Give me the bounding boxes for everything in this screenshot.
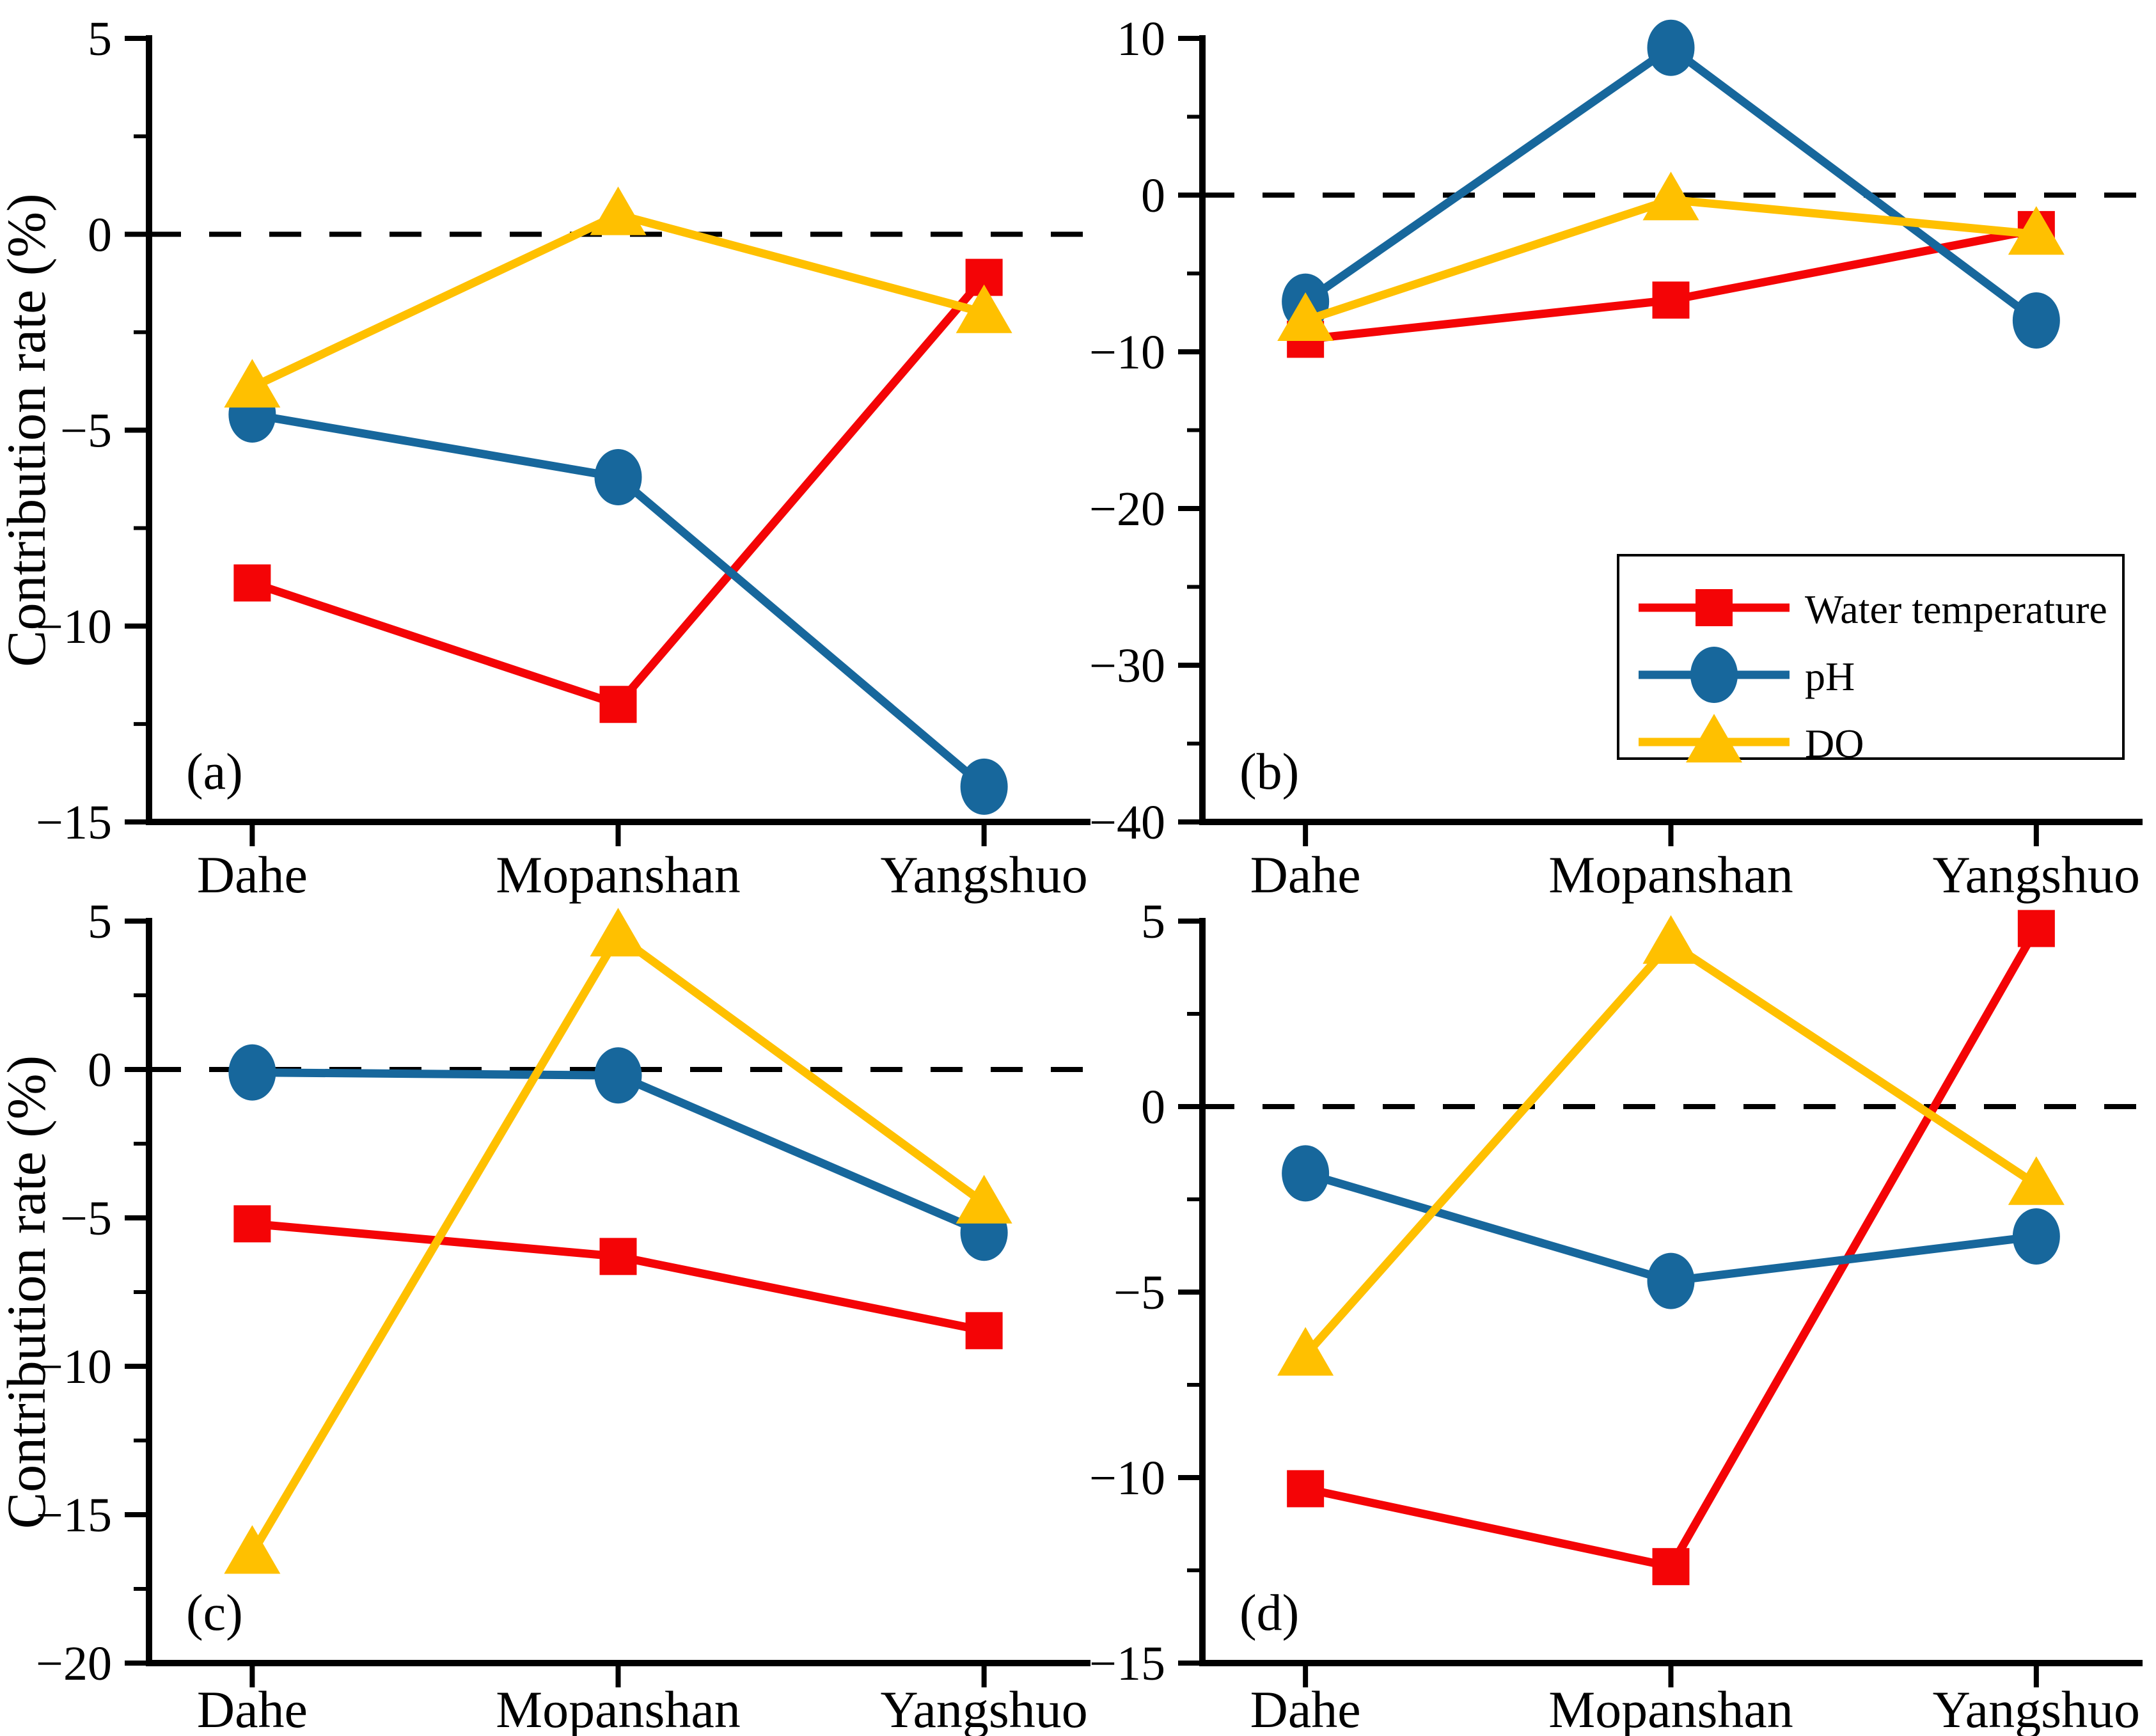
y-tick-label: −10 [36,600,112,654]
legend-label-water-temperature: Water temperature [1805,587,2107,632]
axes [146,918,1090,1666]
panel-c: 5 0 −5 −10 −15 −20 Dahe Mopanshan Yangshuo (c) Con… [0,895,1090,1736]
y-tick-label: 0 [1141,169,1165,223]
y-tick-label: 5 [88,895,112,949]
x-tick-label-dahe: Dahe [1250,1680,1361,1736]
series-marker-do [1642,915,1699,964]
series-marker-do [224,1525,281,1574]
y-tick-label: −15 [36,796,112,849]
series-marker-ph [228,1044,276,1101]
legend-marker-water-temperature-square-icon [1696,589,1733,626]
panel-letter: (a) [186,744,243,800]
series-marker-water-temperature [599,686,637,723]
series-marker-ph [1647,1252,1695,1309]
series-marker-water-temperature [1652,281,1690,319]
series-marker-do [224,359,281,408]
series-line-do [250,210,986,391]
x-tick-label-dahe: Dahe [197,846,308,904]
x-tick-label-mopanshan: Mopanshan [496,1680,741,1736]
series-marker-water-temperature [233,1205,271,1243]
x-tick-label-dahe: Dahe [197,1680,308,1736]
legend-box [1617,554,2125,760]
series-marker-do [1642,171,1699,221]
panel-letter: (b) [1239,744,1299,800]
series-marker-do [590,908,647,957]
x-tick-label-yangshuo: Yangshuo [1933,1680,2140,1736]
legend: Water temperature pH DO [1617,554,2125,766]
y-tick-label: 0 [88,1043,112,1097]
panel-letter: (c) [186,1585,243,1641]
legend-label-do: DO [1805,721,1864,766]
series-marker-do [956,1174,1012,1224]
panel-d: 5 0 −5 −10 −15 Dahe Mopanshan Yangshuo (d) [1089,895,2143,1736]
y-tick-label: −5 [60,404,112,458]
series-marker-ph [594,449,642,505]
series-marker-ph [960,758,1008,815]
y-axis-title: Contribution rate (%) [0,1055,57,1529]
series-marker-ph [594,1047,642,1104]
series-marker-ph [2012,292,2060,349]
y-tick-label: −40 [1089,796,1165,849]
series-marker-water-temperature [233,564,271,602]
y-tick-label: −15 [1089,1637,1165,1691]
series-marker-do [1277,292,1334,341]
y-tick-label: −20 [36,1637,112,1691]
y-tick-label: −10 [1089,1451,1165,1505]
y-axis-title: Contribution rate (%) [0,193,57,667]
series-marker-do [956,284,1012,333]
panel-b: 10 0 −10 −20 −30 −40 Dahe Mopanshan Yangshuo (b) W… [1089,12,2143,904]
y-tick-label: −20 [1089,482,1165,536]
series-marker-ph [1647,19,1695,76]
y-tick-label: −10 [1089,326,1165,379]
x-tick-label-mopanshan: Mopanshan [1548,1680,1793,1736]
panel-letter: (d) [1239,1585,1299,1641]
series-marker-water-temperature [2017,910,2055,947]
x-tick-label-mopanshan: Mopanshan [1548,846,1793,904]
y-tick-label: 0 [1141,1080,1165,1134]
x-tick-label-yangshuo: Yangshuo [880,1680,1087,1736]
x-tick-label-yangshuo: Yangshuo [1933,846,2140,904]
y-tick-label: −30 [1089,639,1165,693]
panel-a: 5 0 −5 −10 −15 Dahe Mopanshan Yangshuo (a) Contri… [0,12,1090,904]
legend-marker-ph-circle-icon [1690,647,1738,703]
series-marker-water-temperature [1287,1470,1325,1508]
series-marker-do [2008,206,2065,255]
y-tick-label: −5 [1113,1266,1165,1320]
y-tick-label: −5 [60,1192,112,1245]
y-tick-label: 5 [88,12,112,66]
series-marker-do [590,186,647,235]
x-tick-label-mopanshan: Mopanshan [496,846,741,904]
x-tick-label-yangshuo: Yangshuo [880,846,1087,904]
y-tick-label: −15 [36,1488,112,1542]
series-marker-ph [1282,1145,1330,1202]
series-marker-water-temperature [1652,1548,1690,1586]
y-tick-label: 10 [1117,12,1165,66]
y-tick-label: 5 [1141,895,1165,949]
y-tick-label: −10 [36,1340,112,1394]
series-marker-water-temperature [965,1312,1003,1350]
series-marker-ph [2012,1208,2060,1265]
legend-marker-do-triangle-icon [1686,714,1742,762]
series-marker-do [2008,1156,2065,1205]
legend-label-ph: pH [1805,654,1855,699]
series-marker-water-temperature [599,1238,637,1275]
y-tick-label: 0 [88,208,112,262]
x-tick-label-dahe: Dahe [1250,846,1361,904]
series-marker-do [1277,1327,1334,1376]
